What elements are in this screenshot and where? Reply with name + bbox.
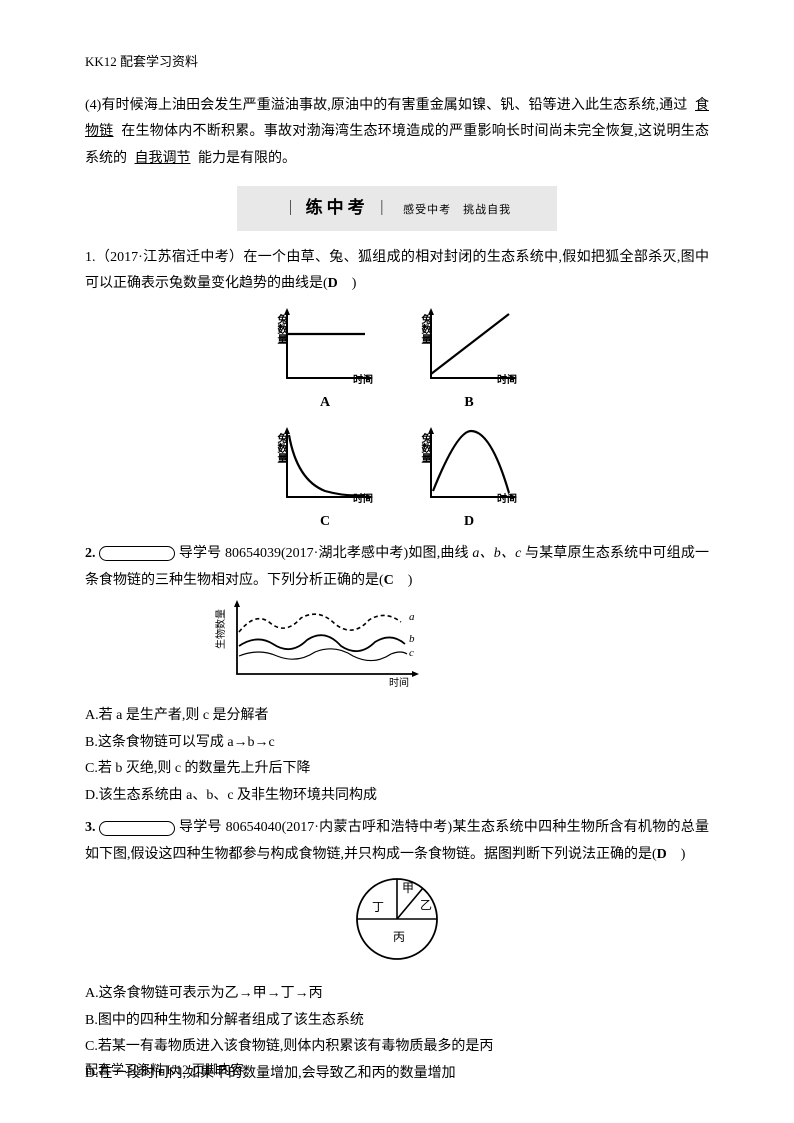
chart-b-xlabel: 时间 bbox=[497, 371, 517, 390]
page-footer: 配套学习资料 K12 页脚内容 bbox=[85, 1058, 244, 1083]
pie-label-jia: 甲 bbox=[402, 881, 414, 895]
pie-label-ding: 丁 bbox=[372, 900, 384, 914]
page-header: KK12 配套学习资料 bbox=[85, 50, 709, 75]
q3-pre: 3. bbox=[85, 820, 96, 835]
charts-grid: 兔数量 时间 A 兔数量 时间 B 兔数量 bbox=[85, 306, 709, 535]
q1-answer: D bbox=[328, 276, 338, 291]
q3-option-b: B.图中的四种生物和分解者组成了该生态系统 bbox=[85, 1008, 709, 1035]
p4-prefix: (4)有时候海上油田会发生严重溢油事故,原油中的有害重金属如镍、钒、铅等进入此生… bbox=[85, 98, 687, 113]
chart-b: 兔数量 时间 bbox=[419, 306, 519, 388]
q2-option-a: A.若 a 是生产者,则 c 是分解者 bbox=[85, 703, 709, 730]
question-3: 3. 导学号 80654040(2017·内蒙古呼和浩特中考)某生态系统中四种生… bbox=[85, 815, 709, 868]
lg-xlabel: 时间 bbox=[389, 676, 409, 688]
q2-tail: ) bbox=[394, 573, 413, 588]
p4-blank-2: 自我调节 bbox=[131, 151, 195, 166]
banner-title: 练中考 bbox=[306, 198, 369, 217]
chart-c-ylabel: 兔数量 bbox=[271, 433, 290, 463]
q1-tail: ) bbox=[338, 276, 357, 291]
lg-ylabel: 生物数量 bbox=[215, 609, 227, 649]
chart-d-cell: 兔数量 时间 D bbox=[414, 425, 524, 536]
chart-d-label: D bbox=[414, 509, 524, 536]
lg-label-c: c bbox=[409, 647, 414, 659]
chart-c-xlabel: 时间 bbox=[353, 490, 373, 509]
q3-option-c: C.若某一有毒物质进入该食物链,则体内积累该有毒物质最多的是丙 bbox=[85, 1034, 709, 1061]
line-graph: 生物数量 时间 a b c bbox=[215, 598, 425, 699]
p4-suffix: 能力是有限的。 bbox=[198, 151, 296, 166]
question-1: 1.（2017·江苏宿迁中考）在一个由草、兔、狐组成的相对封闭的生态系统中,假如… bbox=[85, 245, 709, 298]
chart-b-label: B bbox=[414, 390, 524, 417]
chart-a-cell: 兔数量 时间 A bbox=[270, 306, 380, 417]
chart-c-label: C bbox=[270, 509, 380, 536]
q3-num: 导学号 80654040(2017·内蒙古呼和浩特中考)某生态系统中四种生物所含… bbox=[85, 820, 709, 862]
q2-pre: 2. bbox=[85, 546, 96, 561]
chart-a-xlabel: 时间 bbox=[353, 371, 373, 390]
chart-d-ylabel: 兔数量 bbox=[415, 433, 434, 463]
pie-label-bing: 丙 bbox=[393, 930, 405, 944]
banner-sub: 感受中考 挑战自我 bbox=[403, 204, 511, 216]
pie-label-yi: 乙 bbox=[420, 898, 432, 912]
pill-icon bbox=[99, 546, 175, 561]
q3-answer: D bbox=[657, 847, 667, 862]
q3-option-a: A.这条食物链可表示为乙→甲→丁→丙 bbox=[85, 981, 709, 1008]
banner-bar: ｜ bbox=[283, 201, 300, 217]
chart-c: 兔数量 时间 bbox=[275, 425, 375, 507]
q1-text: 1.（2017·江苏宿迁中考）在一个由草、兔、狐组成的相对封闭的生态系统中,假如… bbox=[85, 250, 709, 292]
chart-a-label: A bbox=[270, 390, 380, 417]
section-banner: ｜ 练中考 ｜ 感受中考 挑战自我 bbox=[237, 186, 557, 230]
chart-d: 兔数量 时间 bbox=[419, 425, 519, 507]
chart-d-xlabel: 时间 bbox=[497, 490, 517, 509]
chart-b-cell: 兔数量 时间 B bbox=[414, 306, 524, 417]
pill-icon-2 bbox=[99, 821, 175, 836]
chart-c-cell: 兔数量 时间 C bbox=[270, 425, 380, 536]
q2-option-c: C.若 b 灭绝,则 c 的数量先上升后下降 bbox=[85, 756, 709, 783]
chart-a-ylabel: 兔数量 bbox=[271, 314, 290, 344]
chart-a: 兔数量 时间 bbox=[275, 306, 375, 388]
banner-bar2: ｜ bbox=[374, 201, 391, 217]
q2-abc: a、b、c bbox=[472, 546, 521, 561]
q2-num: 导学号 80654039(2017·湖北孝感中考)如图,曲线 bbox=[179, 546, 473, 561]
q2-option-d: D.该生态系统由 a、b、c 及非生物环境共同构成 bbox=[85, 783, 709, 810]
q2-answer: C bbox=[384, 573, 394, 588]
pie-chart: 甲 乙 丙 丁 bbox=[85, 874, 709, 975]
lg-label-b: b bbox=[409, 633, 415, 645]
q2-options: A.若 a 是生产者,则 c 是分解者 B.这条食物链可以写成 a→b→c C.… bbox=[85, 703, 709, 809]
question-2: 2. 导学号 80654039(2017·湖北孝感中考)如图,曲线 a、b、c … bbox=[85, 541, 709, 594]
q3-tail: ) bbox=[667, 847, 686, 862]
paragraph-4: (4)有时候海上油田会发生严重溢油事故,原油中的有害重金属如镍、钒、铅等进入此生… bbox=[85, 93, 709, 173]
q2-option-b: B.这条食物链可以写成 a→b→c bbox=[85, 730, 709, 757]
chart-b-ylabel: 兔数量 bbox=[415, 314, 434, 344]
lg-label-a: a bbox=[409, 611, 415, 623]
